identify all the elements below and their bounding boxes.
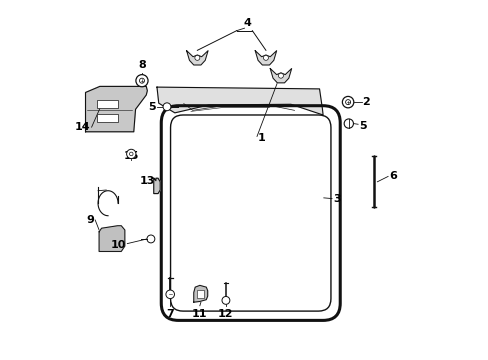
Circle shape	[126, 149, 136, 158]
Text: 13: 13	[140, 176, 155, 186]
Polygon shape	[85, 86, 147, 132]
Text: 11: 11	[192, 309, 207, 319]
Circle shape	[278, 73, 283, 78]
Circle shape	[163, 103, 171, 111]
Text: 3: 3	[332, 194, 340, 203]
Polygon shape	[153, 178, 160, 194]
Circle shape	[263, 55, 268, 60]
Circle shape	[344, 119, 353, 128]
Polygon shape	[186, 51, 207, 65]
Text: 8: 8	[138, 60, 145, 70]
Text: 7: 7	[166, 309, 174, 319]
Text: 6: 6	[388, 171, 396, 181]
Polygon shape	[99, 226, 124, 251]
Circle shape	[139, 78, 144, 83]
Bar	[197, 290, 203, 298]
Text: 10: 10	[110, 240, 125, 250]
Circle shape	[342, 96, 353, 108]
Text: 9: 9	[86, 215, 94, 225]
Circle shape	[136, 75, 148, 87]
Text: 4: 4	[243, 18, 251, 28]
Polygon shape	[157, 87, 323, 115]
Circle shape	[222, 296, 229, 304]
Bar	[97, 114, 118, 122]
Circle shape	[194, 55, 200, 60]
Text: 14: 14	[74, 122, 90, 132]
Text: 5: 5	[148, 102, 156, 112]
Text: 12: 12	[218, 309, 233, 319]
Text: 1: 1	[258, 133, 265, 143]
Circle shape	[165, 290, 174, 298]
Polygon shape	[270, 68, 291, 83]
Circle shape	[345, 100, 350, 105]
Text: 2: 2	[362, 97, 369, 107]
Circle shape	[147, 235, 155, 243]
Bar	[97, 100, 118, 108]
Circle shape	[129, 152, 133, 156]
Text: 15: 15	[123, 152, 139, 161]
Polygon shape	[255, 51, 276, 65]
Polygon shape	[193, 285, 207, 302]
Text: 5: 5	[358, 121, 366, 131]
